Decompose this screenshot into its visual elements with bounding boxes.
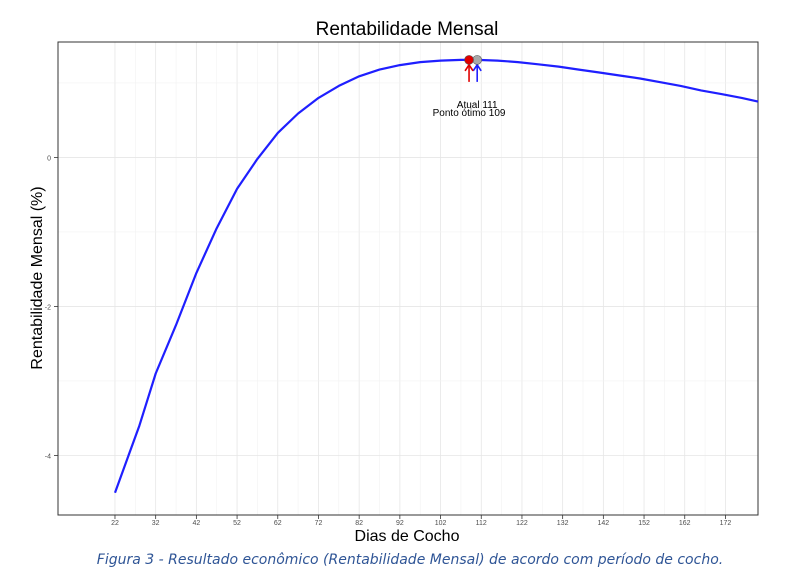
chart-svg: Rentabilidade Mensal 22 32 42 52 62 72 82 92 102… <box>29 19 759 545</box>
annotation-label: Ponto ótimo 109 <box>433 108 506 119</box>
y-axis-label: Rentabilidade Mensal (%) <box>29 186 46 369</box>
series-group <box>113 58 759 494</box>
figure-caption: Figura 3 - Resultado econômico (Rentabil… <box>96 552 724 568</box>
x-tick-label: 22 <box>111 520 119 527</box>
x-tick-label: 72 <box>315 520 323 527</box>
x-tick-label: 112 <box>476 520 487 527</box>
chart-title: Rentabilidade Mensal <box>316 19 499 40</box>
axis-ticks: 22 32 42 52 62 72 82 92 102 112 122 132 142 152 162 172… <box>45 155 732 527</box>
x-tick-label: 82 <box>355 520 363 527</box>
x-tick-label: 92 <box>396 520 404 527</box>
x-tick-label: 132 <box>557 520 569 527</box>
plot-frame <box>57 41 759 516</box>
x-tick-label: 152 <box>638 520 650 527</box>
x-tick-label: 32 <box>152 520 160 527</box>
x-tick-label: 52 <box>233 520 241 527</box>
y-tick-label: 0 <box>47 155 51 162</box>
annotation-label: Atual 111 <box>457 100 498 111</box>
grid <box>58 42 758 515</box>
x-tick-label: 142 <box>598 520 610 527</box>
y-tick-label: -2 <box>45 304 51 311</box>
x-tick-label: 62 <box>274 520 282 527</box>
annotation-marker <box>472 55 482 65</box>
x-tick-label: 42 <box>192 520 200 527</box>
x-tick-label: 122 <box>516 520 528 527</box>
y-tick-label: -4 <box>45 453 51 460</box>
x-tick-label: 102 <box>435 520 447 527</box>
x-tick-label: 172 <box>720 520 732 527</box>
rentabilidade-line <box>113 58 759 494</box>
x-tick-label: 162 <box>679 520 691 527</box>
annotation-arrow-head <box>464 63 474 72</box>
annotation-marker <box>464 55 474 65</box>
annotation-arrow-head <box>472 63 482 72</box>
x-axis-label: Dias de Cocho <box>355 528 460 545</box>
